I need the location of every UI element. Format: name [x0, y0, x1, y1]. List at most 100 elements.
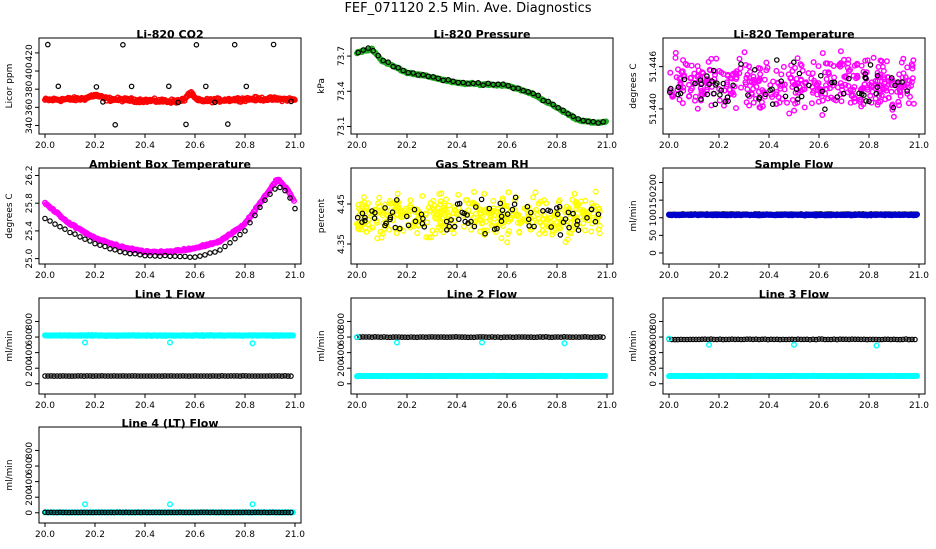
data-point — [96, 373, 102, 379]
plot-frame — [662, 297, 926, 395]
data-series-group — [666, 48, 917, 120]
data-point — [435, 224, 442, 231]
data-point — [781, 81, 788, 88]
data-point — [186, 509, 192, 516]
data-point — [795, 336, 801, 343]
data-point — [870, 336, 876, 343]
data-point — [446, 223, 453, 230]
data-point — [505, 82, 512, 89]
data-point — [574, 218, 581, 224]
data-point — [126, 509, 132, 516]
x-tick-label: 20.0 — [347, 271, 367, 281]
data-point — [756, 96, 762, 102]
data-point — [99, 509, 105, 516]
data-point — [681, 76, 688, 83]
data-point — [846, 336, 852, 343]
data-point — [570, 113, 577, 120]
data-point — [743, 99, 750, 106]
data-point — [412, 209, 419, 216]
data-point — [495, 334, 501, 340]
data-point — [557, 232, 564, 238]
data-point — [408, 222, 415, 229]
data-point — [780, 63, 787, 70]
data-point — [67, 229, 73, 236]
chart-li820-temperature: Li-820 Temperature degrees C 20.0 20.2 20.4 2… — [629, 28, 929, 151]
data-point — [69, 509, 75, 516]
x-tick-label: 20.8 — [235, 530, 255, 540]
data-point — [60, 509, 66, 516]
data-point — [769, 86, 775, 93]
data-point — [195, 509, 201, 516]
data-point — [114, 373, 120, 379]
data-point — [744, 86, 751, 93]
y-tick-label: 200 — [337, 359, 347, 376]
data-point — [431, 202, 438, 209]
data-point — [882, 336, 888, 343]
data-point — [819, 111, 826, 118]
x-tick-label: 20.4 — [135, 530, 155, 540]
data-point — [273, 373, 279, 379]
x-tick-label: 20.8 — [859, 271, 879, 281]
data-point — [725, 98, 731, 104]
data-point — [51, 373, 57, 379]
data-point — [141, 509, 147, 516]
x-tick-label: 21.0 — [285, 530, 305, 540]
data-point — [513, 334, 519, 340]
data-point — [168, 509, 174, 516]
data-point — [595, 211, 602, 218]
data-point — [174, 373, 180, 379]
data-point — [705, 336, 711, 343]
chart-sample-flow: Sample Flow ml/min 20.0 20.2 20.4 20.6 20.8 21.… — [629, 158, 929, 281]
data-point — [798, 93, 805, 100]
data-point — [694, 105, 701, 112]
data-point — [498, 218, 505, 224]
data-point — [375, 52, 381, 59]
data-point — [252, 212, 258, 219]
x-tick-label: 20.6 — [185, 530, 205, 540]
data-point — [837, 336, 843, 343]
data-point — [741, 49, 748, 56]
data-point — [454, 210, 461, 217]
plot-frame — [38, 167, 302, 265]
data-point — [354, 220, 361, 227]
data-point — [237, 373, 243, 379]
y-tick-label: 4.35 — [337, 234, 347, 254]
data-point — [738, 61, 744, 67]
data-point — [826, 85, 833, 92]
data-point — [213, 373, 219, 379]
data-point — [165, 509, 171, 516]
data-point — [152, 253, 158, 259]
data-point — [390, 334, 396, 340]
x-tick-label: 20.4 — [447, 141, 467, 151]
data-point — [722, 99, 729, 105]
data-point — [709, 78, 715, 84]
data-point — [855, 336, 861, 343]
data-point — [851, 84, 858, 91]
data-point — [93, 84, 100, 90]
x-tick-label: 20.4 — [447, 401, 467, 411]
x-tick-label: 20.2 — [709, 401, 729, 411]
y-tick-label: 400 — [25, 473, 35, 490]
data-point — [568, 230, 575, 237]
data-point — [815, 98, 822, 105]
x-tick-label: 20.2 — [397, 141, 417, 151]
data-point — [904, 64, 911, 71]
data-point — [681, 336, 687, 343]
data-point — [112, 247, 118, 253]
data-point — [366, 225, 373, 232]
data-point — [874, 101, 881, 108]
data-point — [904, 88, 910, 94]
data-point — [695, 67, 702, 74]
data-point — [425, 73, 432, 80]
data-point — [531, 334, 537, 341]
chart-title: Line 4 (LT) Flow — [122, 417, 219, 430]
x-tick-label: 21.0 — [597, 271, 617, 281]
data-point — [714, 80, 720, 87]
data-point — [504, 334, 510, 341]
x-tick-label: 20.6 — [809, 141, 829, 151]
data-point — [430, 73, 437, 80]
data-point — [845, 68, 852, 75]
data-point — [219, 373, 225, 379]
data-point — [242, 228, 248, 234]
data-point — [561, 340, 568, 347]
